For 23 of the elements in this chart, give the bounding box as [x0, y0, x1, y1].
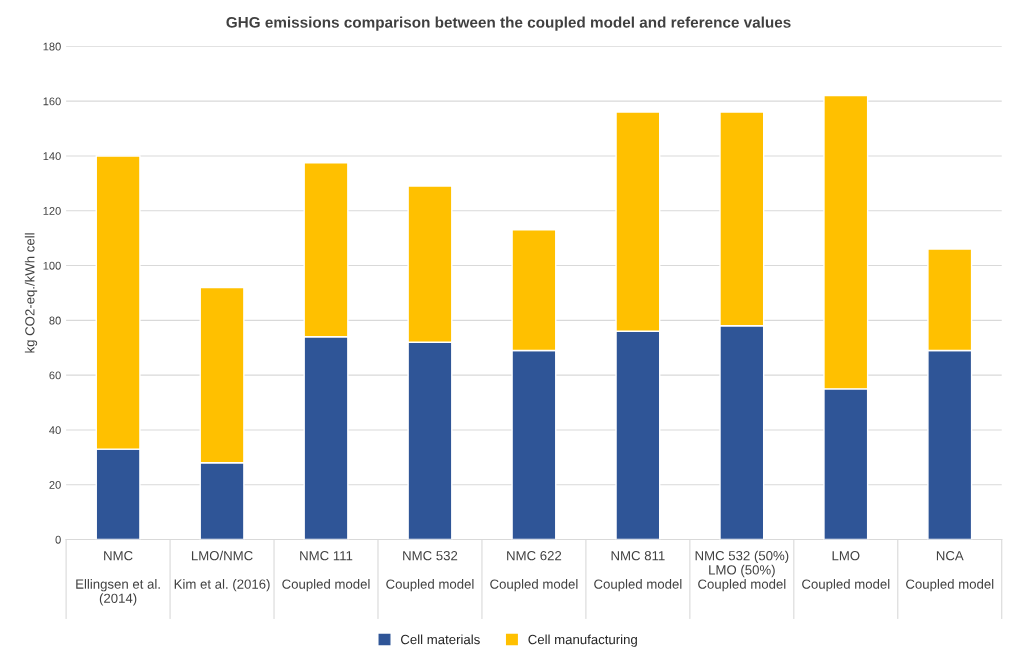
- category-label: NMC 111 Coupled model: [282, 550, 370, 592]
- y-tick-label: 100: [43, 261, 61, 270]
- y-tick-label: 160: [43, 97, 61, 106]
- y-tick-label: 80: [49, 316, 61, 325]
- legend-label: Cell manufacturing: [528, 634, 637, 647]
- chart-title: GHG emissions comparison between the coupled model and reference values: [226, 16, 791, 31]
- y-tick-label: 20: [49, 481, 61, 489]
- y-axis-title: kg CO2-eq./kWh cell: [24, 233, 38, 353]
- category-label: NMC 622 Coupled model: [490, 550, 578, 592]
- y-tick-label: 140: [43, 152, 61, 161]
- category-label: NMC 532 Coupled model: [386, 550, 474, 592]
- category-label: LMO Coupled model: [802, 550, 890, 592]
- category-label: LMO/NMC Kim et al. (2016): [174, 550, 270, 592]
- y-tick-label: 0: [55, 535, 61, 544]
- category-label: NCA Coupled model: [906, 550, 994, 592]
- category-label: NMC Ellingsen et al. (2014): [76, 550, 160, 606]
- y-tick-label: 180: [43, 42, 61, 51]
- legend-label: Cell materials: [401, 634, 480, 645]
- category-label: NMC 811 Coupled model: [594, 550, 682, 592]
- x-tick-label: NMC 532 (50%) LMO (50%) Coupled model: [695, 550, 789, 592]
- y-tick-label: 60: [49, 371, 61, 380]
- y-tick-label: 40: [49, 426, 61, 435]
- y-tick-label: 120: [43, 207, 61, 215]
